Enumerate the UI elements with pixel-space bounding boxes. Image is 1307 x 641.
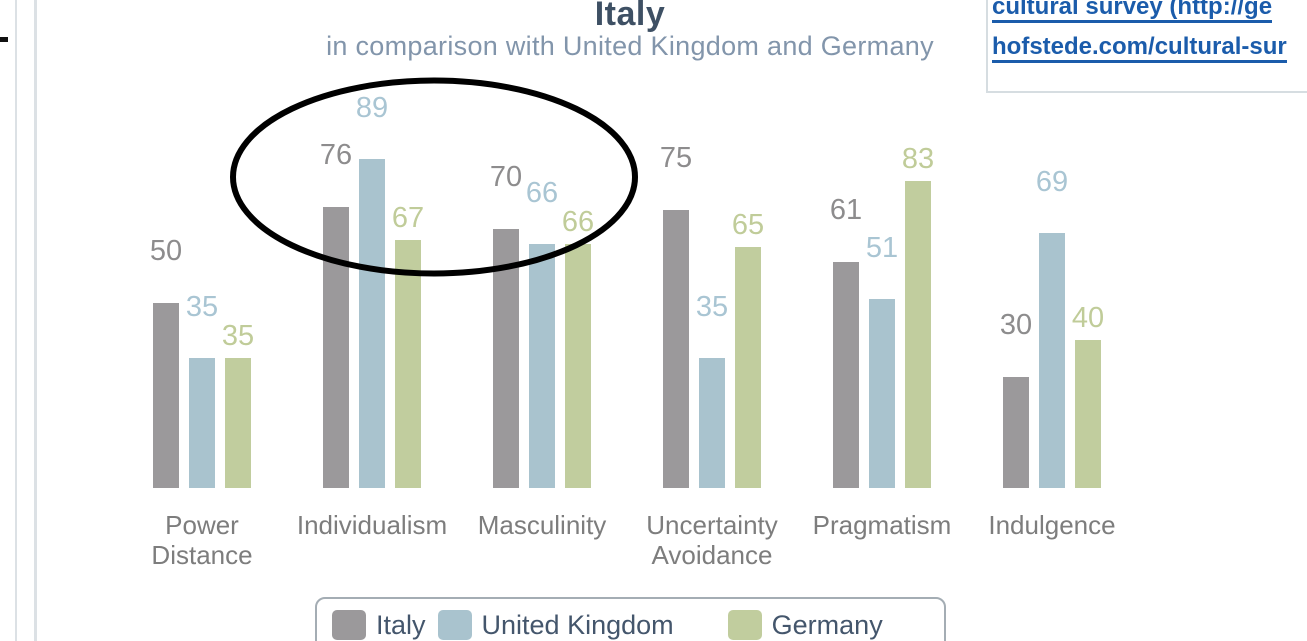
chart-title: Italy xyxy=(594,0,666,33)
legend-item-united-kingdom: United Kingdom xyxy=(437,610,674,640)
bar-united-kingdom-power-distance xyxy=(189,358,215,488)
legend-label-united-kingdom: United Kingdom xyxy=(481,610,674,640)
value-label-italy-individualism: 76 xyxy=(319,139,353,171)
legend-swatch-italy xyxy=(332,610,366,640)
bar-italy-masculinity xyxy=(493,229,519,488)
value-label-united-kingdom-uncertainty-avoidance: 35 xyxy=(695,291,729,323)
legend-label-germany: Germany xyxy=(771,610,883,640)
chart-legend: Italy United Kingdom Germany xyxy=(315,597,946,641)
value-label-united-kingdom-masculinity: 66 xyxy=(525,177,559,209)
bar-germany-individualism xyxy=(395,240,421,488)
category-label-power-distance: Power Distance xyxy=(151,510,253,570)
value-label-italy-indulgence: 30 xyxy=(999,309,1033,341)
value-label-italy-pragmatism: 61 xyxy=(829,194,863,226)
cultural-survey-url-link[interactable]: hofstede.com/cultural-sur xyxy=(992,34,1287,63)
value-label-united-kingdom-indulgence: 69 xyxy=(1035,166,1069,198)
value-label-united-kingdom-power-distance: 35 xyxy=(185,291,219,323)
bar-united-kingdom-masculinity xyxy=(529,244,555,488)
category-label-uncertainty-avoidance: Uncertainty Avoidance xyxy=(646,510,778,570)
value-label-united-kingdom-pragmatism: 51 xyxy=(865,232,899,264)
value-label-germany-individualism: 67 xyxy=(391,202,425,234)
value-label-germany-indulgence: 40 xyxy=(1071,302,1105,334)
value-label-germany-pragmatism: 83 xyxy=(901,143,935,175)
bar-italy-pragmatism xyxy=(833,262,859,488)
cultural-survey-link[interactable]: cultural survey (http://ge xyxy=(992,0,1273,23)
category-label-pragmatism: Pragmatism xyxy=(812,510,952,540)
bar-germany-masculinity xyxy=(565,244,591,488)
legend-label-italy: Italy xyxy=(376,610,426,640)
value-label-germany-masculinity: 66 xyxy=(561,206,595,238)
category-label-indulgence: Indulgence xyxy=(988,510,1116,540)
value-label-germany-power-distance: 35 xyxy=(221,320,255,352)
legend-item-germany: Germany xyxy=(727,610,883,640)
bar-italy-power-distance xyxy=(153,303,179,488)
value-label-united-kingdom-individualism: 89 xyxy=(355,92,389,124)
bar-italy-individualism xyxy=(323,207,349,488)
bar-italy-indulgence xyxy=(1003,377,1029,488)
page-edge-dash xyxy=(0,37,8,42)
page-edge-line xyxy=(34,0,37,641)
bar-germany-power-distance xyxy=(225,358,251,488)
bar-germany-indulgence xyxy=(1075,340,1101,488)
legend-swatch-united-kingdom xyxy=(437,610,472,640)
legend-swatch-germany xyxy=(727,610,762,640)
chart-subtitle: in comparison with United Kingdom and Ge… xyxy=(326,31,934,61)
value-label-germany-uncertainty-avoidance: 65 xyxy=(731,209,765,241)
legend-item-italy: Italy xyxy=(332,610,426,640)
link-panel xyxy=(986,0,1307,93)
bar-germany-uncertainty-avoidance xyxy=(735,247,761,488)
value-label-italy-power-distance: 50 xyxy=(149,235,183,267)
bar-italy-uncertainty-avoidance xyxy=(663,210,689,488)
value-label-italy-uncertainty-avoidance: 75 xyxy=(659,142,693,174)
bar-united-kingdom-indulgence xyxy=(1039,233,1065,488)
bar-united-kingdom-pragmatism xyxy=(869,299,895,488)
bar-germany-pragmatism xyxy=(905,181,931,488)
bar-united-kingdom-uncertainty-avoidance xyxy=(699,358,725,488)
category-label-masculinity: Masculinity xyxy=(477,510,607,540)
category-label-individualism: Individualism xyxy=(296,510,448,540)
page-edge-line xyxy=(15,0,17,641)
